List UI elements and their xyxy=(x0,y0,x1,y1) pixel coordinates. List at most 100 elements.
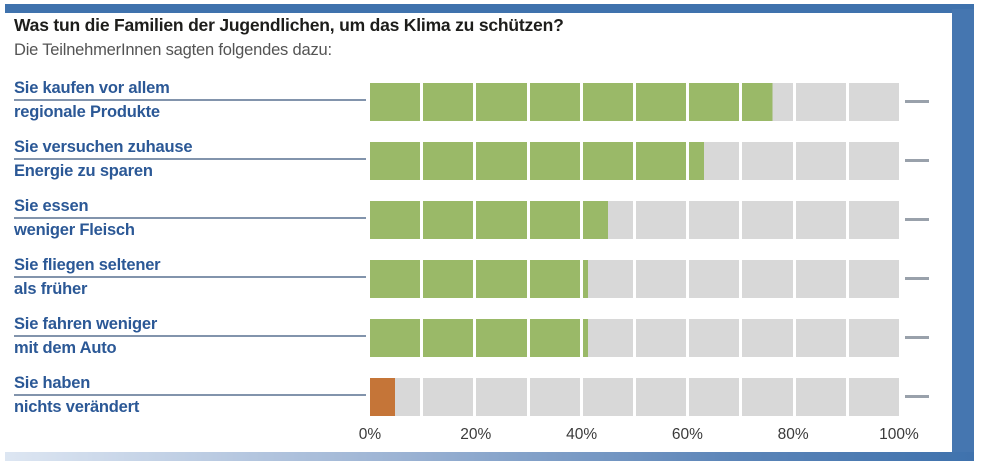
row-label: Sie versuchen zuhause Energie zu sparen xyxy=(14,139,366,180)
x-axis-tick-label: 60% xyxy=(671,426,703,443)
bar-segment xyxy=(423,260,474,298)
bar-segment xyxy=(795,201,846,239)
bar-segment xyxy=(689,260,740,298)
bar-segment xyxy=(689,83,740,121)
bar-segment xyxy=(370,319,421,357)
bar-segment xyxy=(848,319,900,357)
row-label-line1: Sie fliegen seltener xyxy=(14,257,366,278)
chart-row: Sie haben nichts verändert xyxy=(14,375,954,416)
bar-end-dash xyxy=(905,336,929,339)
row-label-line2: regionale Produkte xyxy=(14,103,160,121)
bar-segment xyxy=(689,201,740,239)
segmented-bar xyxy=(370,201,900,239)
bar-segment xyxy=(529,378,580,416)
bar-end-dash xyxy=(905,277,929,280)
bar-segment xyxy=(582,83,634,121)
row-label-line1: Sie essen xyxy=(14,198,366,219)
bar-segment xyxy=(689,378,740,416)
bar-segment xyxy=(795,142,846,180)
row-label: Sie fahren weniger mit dem Auto xyxy=(14,316,366,357)
bar-segment xyxy=(636,83,687,121)
chart-rows: Sie kaufen vor allem regionale Produkte Si… xyxy=(14,80,954,437)
bar-segment xyxy=(582,260,634,298)
bar-segment xyxy=(742,201,793,239)
chart-title: Was tun die Familien der Jugendlichen, u… xyxy=(14,15,564,35)
chart-subtitle: Die TeilnehmerInnen sagten folgendes daz… xyxy=(14,41,332,59)
x-axis: 0% 20% 40% 60% 80% 100% xyxy=(359,426,919,446)
chart-row: Sie essen weniger Fleisch xyxy=(14,198,954,239)
row-label-line2: Energie zu sparen xyxy=(14,162,153,180)
bar-segment xyxy=(423,83,474,121)
x-axis-tick-label: 80% xyxy=(777,426,809,443)
bar-segment xyxy=(689,319,740,357)
chart-row: Sie versuchen zuhause Energie zu sparen xyxy=(14,139,954,180)
chart-row: Sie fahren weniger mit dem Auto xyxy=(14,316,954,357)
bar-segment xyxy=(848,201,900,239)
row-label-line2: mit dem Auto xyxy=(14,339,117,357)
bar-end-dash xyxy=(905,100,929,103)
bar-segment xyxy=(742,83,793,121)
bar-segment xyxy=(370,201,421,239)
bar-segment xyxy=(848,83,900,121)
bar-segment xyxy=(370,83,421,121)
bar-segment xyxy=(370,260,421,298)
row-label: Sie haben nichts verändert xyxy=(14,375,366,416)
row-label: Sie kaufen vor allem regionale Produkte xyxy=(14,80,366,121)
row-label-line2: nichts verändert xyxy=(14,398,140,416)
bar-segment xyxy=(370,142,421,180)
bar-segment xyxy=(476,142,527,180)
bar-segment xyxy=(636,319,687,357)
row-label-line1: Sie haben xyxy=(14,375,366,396)
bar-segment xyxy=(689,142,740,180)
bar-segment xyxy=(795,378,846,416)
bar-segment xyxy=(423,378,474,416)
row-label-line2: weniger Fleisch xyxy=(14,221,135,239)
x-axis-tick-label: 100% xyxy=(879,426,919,443)
bar-segment xyxy=(423,142,474,180)
bar-segment xyxy=(848,378,900,416)
bar-end-dash xyxy=(905,159,929,162)
bar-segment xyxy=(742,378,793,416)
bar-segment xyxy=(742,260,793,298)
bar-segment xyxy=(742,319,793,357)
bar-segment xyxy=(636,260,687,298)
bar-segment xyxy=(582,142,634,180)
bar-segment xyxy=(636,378,687,416)
bar-segment xyxy=(529,319,580,357)
x-axis-tick-label: 20% xyxy=(460,426,492,443)
bar-segment xyxy=(742,142,793,180)
chart-row: Sie kaufen vor allem regionale Produkte xyxy=(14,80,954,121)
chart-row: Sie fliegen seltener als früher xyxy=(14,257,954,298)
segmented-bar xyxy=(370,142,900,180)
bar-segment xyxy=(423,319,474,357)
bar-segment xyxy=(529,142,580,180)
bar-segment xyxy=(529,260,580,298)
row-label-line1: Sie fahren weniger xyxy=(14,316,366,337)
segmented-bar xyxy=(370,319,900,357)
bar-segment xyxy=(476,378,527,416)
bar-segment xyxy=(636,142,687,180)
segmented-bar xyxy=(370,260,900,298)
segmented-bar xyxy=(370,83,900,121)
bar-segment xyxy=(795,83,846,121)
x-axis-tick-label: 0% xyxy=(358,426,382,443)
bar-segment xyxy=(476,319,527,357)
top-border-bar xyxy=(5,4,974,13)
bar-segment xyxy=(848,142,900,180)
bar-segment xyxy=(795,260,846,298)
bar-segment xyxy=(423,201,474,239)
bar-segment xyxy=(529,83,580,121)
bar-segment xyxy=(476,201,527,239)
right-border-bar xyxy=(952,9,974,461)
row-label-line2: als früher xyxy=(14,280,88,298)
row-label-line1: Sie versuchen zuhause xyxy=(14,139,366,160)
bar-segment xyxy=(529,201,580,239)
bar-segment xyxy=(848,260,900,298)
bar-segment xyxy=(795,319,846,357)
segmented-bar xyxy=(370,378,900,416)
bar-end-dash xyxy=(905,395,929,398)
bar-segment xyxy=(582,378,634,416)
bar-segment xyxy=(370,378,421,416)
x-axis-tick-label: 40% xyxy=(566,426,598,443)
